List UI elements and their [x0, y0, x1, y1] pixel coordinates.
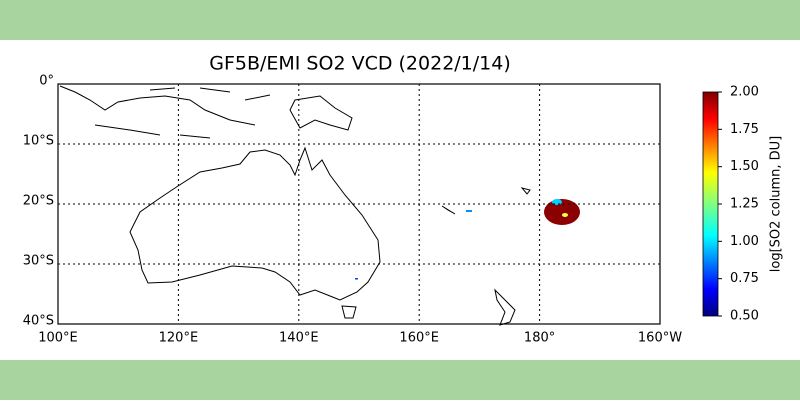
bottom-band: [0, 360, 800, 400]
colorbar-tick-label: 1.25: [730, 197, 759, 212]
x-tick-label: 160°W: [638, 331, 682, 346]
colorbar-tick-label: 2.00: [730, 85, 759, 100]
colorbar: [702, 91, 719, 317]
plume-speck: [355, 278, 358, 280]
colorbar-tick-label: 1.00: [730, 234, 759, 249]
y-tick-label: 30°S: [23, 254, 54, 269]
figure: [0, 40, 800, 360]
x-tick-label: 100°E: [38, 331, 78, 346]
y-tick-label: 20°S: [23, 194, 54, 209]
top-band: [0, 0, 800, 40]
plume-peak: [562, 213, 568, 217]
islands: [441, 187, 531, 215]
colorbar-tick-label: 0.75: [730, 271, 759, 286]
y-tick-label: 40°S: [23, 314, 54, 329]
colorbar-label: log[SO2 column, DU]: [769, 136, 784, 273]
colorbar-tick-label: 1.50: [730, 159, 759, 174]
new-guinea: [289, 95, 353, 131]
axes: 100°E 120°E 140°E 160°E 180° 160°W 0° 10°S 20°S 3…: [23, 74, 683, 346]
australia: [129, 146, 381, 301]
plume-core: [544, 199, 580, 225]
y-tick-label: 10°S: [23, 134, 54, 149]
map-title: GF5B/EMI SO2 VCD (2022/1/14): [209, 53, 511, 75]
tasmania: [341, 305, 357, 319]
x-tick-label: 160°E: [399, 331, 439, 346]
y-tick-label: 0°: [39, 74, 54, 89]
map-frame: [57, 83, 661, 325]
x-tick-label: 120°E: [159, 331, 199, 346]
colorbar-tick-label: 1.75: [730, 122, 759, 137]
coastlines: [59, 85, 531, 326]
colorbar-tick-label: 0.50: [730, 309, 759, 324]
plume-speck: [466, 210, 472, 212]
indonesia: [59, 85, 271, 139]
x-tick-label: 180°: [524, 331, 555, 346]
x-tick-label: 140°E: [279, 331, 319, 346]
